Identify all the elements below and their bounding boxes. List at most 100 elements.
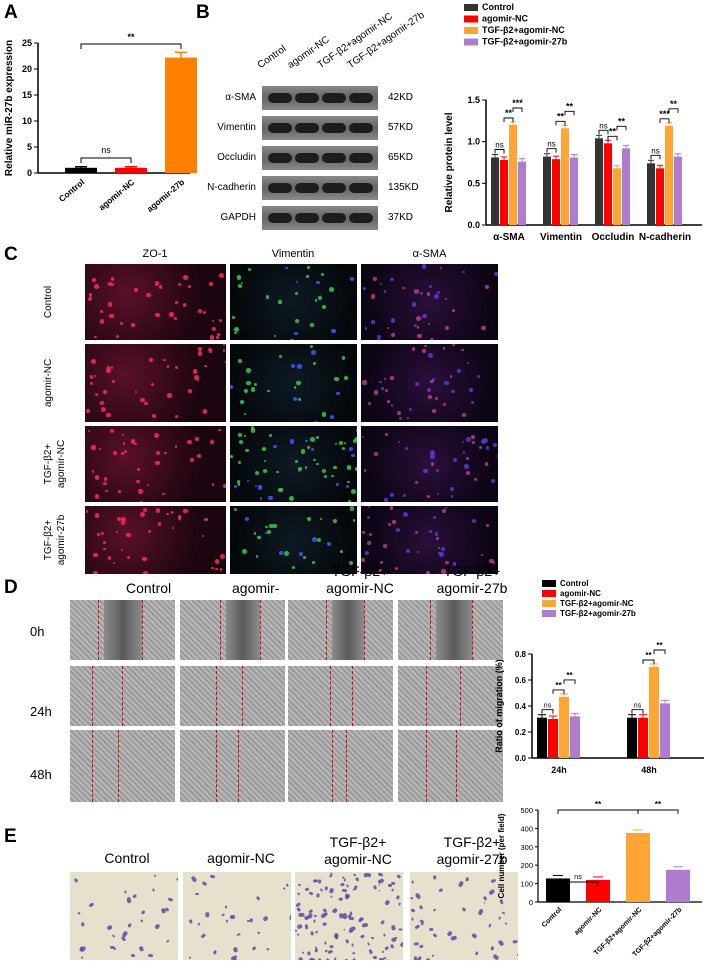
chart-d-migration-ratio: 0.0 0.2 0.4 0.6 0.8 Ratio of migration (%) 24h… — [494, 579, 704, 775]
cell-dot — [174, 445, 178, 448]
cell-dot — [234, 326, 240, 332]
stained-cell — [483, 895, 488, 901]
cell-dot — [435, 396, 439, 400]
blot-row-label: N-cadherin — [207, 182, 256, 193]
cell-dot — [237, 461, 241, 465]
stained-cell — [256, 931, 261, 936]
bar — [537, 717, 547, 758]
stained-cell — [126, 897, 132, 904]
cell-dot — [438, 547, 441, 550]
cell-dot — [237, 275, 242, 280]
cell-dot — [362, 380, 367, 385]
cell-dot — [438, 551, 441, 555]
significance-label: ** — [127, 32, 135, 42]
cell-dot — [293, 331, 298, 336]
y-axis-label: Ratio of migration (%) — [494, 659, 504, 753]
cell-dot — [189, 458, 194, 463]
cell-dot — [331, 474, 334, 478]
cell-dot — [302, 555, 307, 560]
cell-dot — [340, 549, 344, 553]
cell-dot — [390, 404, 394, 407]
stained-cell — [167, 897, 173, 903]
fluorescence-image — [85, 344, 226, 422]
fluorescence-image — [361, 506, 498, 574]
cell-dot — [289, 495, 295, 501]
transwell-image — [295, 872, 403, 960]
cell-dot — [433, 516, 436, 519]
cell-dot — [480, 554, 483, 557]
stained-cell — [304, 923, 309, 929]
cell-dot — [230, 385, 234, 389]
scratch-edge-line — [472, 600, 473, 660]
cell-dot — [174, 366, 179, 370]
cell-dot — [383, 290, 387, 293]
cell-dot — [366, 516, 370, 520]
cell-dot — [428, 353, 434, 359]
cell-dot — [177, 283, 181, 287]
bar — [649, 667, 659, 758]
cell-dot — [305, 440, 308, 443]
stained-cell — [471, 932, 478, 939]
cell-dot — [197, 346, 203, 352]
cell-dot — [174, 414, 178, 418]
cell-dot — [452, 562, 457, 566]
significance-bracket — [512, 107, 523, 112]
cell-dot — [439, 552, 445, 557]
x-tick-label: Occludin — [592, 232, 635, 243]
stained-cell — [297, 933, 300, 937]
stained-cell — [477, 908, 484, 916]
cell-dot — [262, 469, 267, 474]
cell-dot — [435, 468, 440, 473]
cell-dot — [86, 409, 90, 413]
panel-c-row-label: TGF-β2+ agomir-27b — [43, 514, 67, 566]
bar — [674, 156, 682, 225]
cell-dot — [415, 531, 419, 535]
cell-dot — [315, 435, 320, 440]
cell-dot — [210, 566, 214, 570]
cell-dot — [121, 433, 124, 437]
cell-dot — [93, 552, 98, 558]
stained-cell — [391, 924, 397, 931]
cell-dot — [107, 281, 113, 287]
cell-dot — [166, 365, 169, 368]
legend-swatch — [464, 4, 478, 11]
stained-cell — [190, 875, 197, 883]
cell-dot — [305, 275, 310, 279]
scratch-image — [70, 730, 175, 802]
cell-dot — [265, 525, 268, 529]
cell-dot — [456, 368, 462, 374]
cell-dot — [374, 451, 379, 456]
cell-dot — [289, 338, 294, 340]
cell-dot — [321, 272, 325, 277]
cell-dot — [466, 361, 470, 365]
stained-cell — [377, 889, 381, 893]
stained-cell — [380, 920, 386, 925]
cell-dot — [222, 349, 226, 353]
cell-dot — [465, 456, 470, 460]
stained-cell — [327, 949, 334, 954]
cell-dot — [344, 441, 347, 444]
blot-band — [268, 213, 292, 223]
cell-dot — [398, 441, 401, 444]
bar — [115, 167, 147, 173]
bar — [500, 160, 508, 225]
y-tick-label: 0 — [529, 898, 533, 907]
cell-dot — [88, 296, 92, 300]
stained-cell — [432, 932, 438, 938]
cell-dot — [465, 470, 471, 475]
cell-dot — [316, 537, 322, 543]
cell-dot — [316, 462, 319, 466]
cell-dot — [246, 480, 249, 483]
blot-band — [322, 123, 346, 133]
cell-dot — [162, 493, 165, 496]
cell-dot — [90, 359, 96, 365]
legend-label: TGF-β2+agomir-NC — [560, 599, 634, 608]
cell-dot — [367, 401, 371, 405]
cell-dot — [450, 486, 455, 491]
x-tick-label: Control — [541, 906, 564, 929]
stained-cell — [457, 880, 464, 888]
stained-cell — [266, 948, 270, 951]
fluorescence-image — [85, 264, 226, 340]
cell-dot — [297, 364, 303, 369]
stained-cell — [81, 922, 85, 927]
